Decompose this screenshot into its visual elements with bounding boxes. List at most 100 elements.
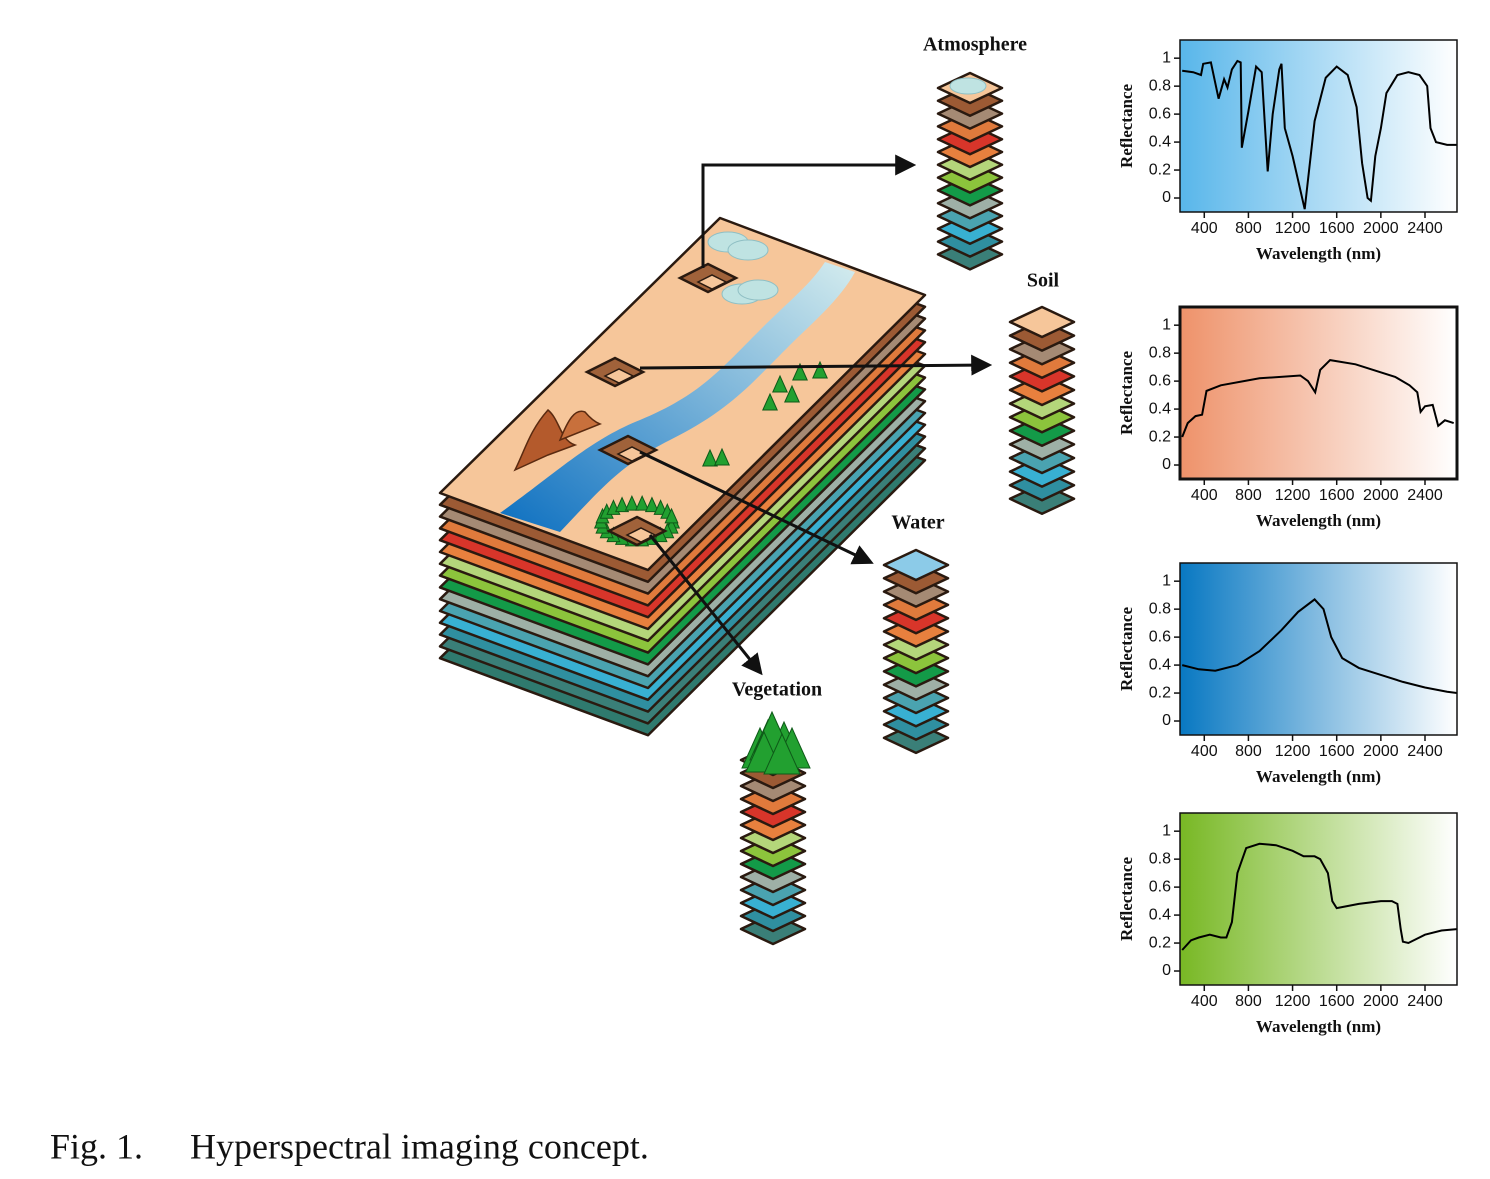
chart: 0 0.2 0.4 0.6 0.8 1 400 800 1200 1600 2000 2400 Wave… — [1117, 812, 1458, 1036]
y-tick-label: 0.4 — [1149, 133, 1171, 150]
y-tick-label: 0.2 — [1149, 428, 1171, 445]
tree — [762, 392, 778, 411]
x-tick-label: 400 — [1191, 487, 1218, 504]
plot-frame — [1179, 39, 1458, 213]
x-axis-label: Wavelength (nm) — [1256, 1017, 1381, 1036]
stack-label: Water — [891, 512, 944, 534]
cloud — [949, 77, 987, 95]
x-tick-label: 2000 — [1363, 487, 1399, 504]
arrows — [639, 154, 993, 676]
y-axis-label: Reflectance — [1117, 351, 1136, 435]
caption-text: Hyperspectral imaging concept. — [190, 1126, 649, 1166]
y-axis-label: Reflectance — [1117, 607, 1136, 691]
stack-label: Atmosphere — [923, 34, 1027, 56]
stack-label: Soil — [1027, 270, 1060, 292]
tree — [772, 374, 788, 393]
y-tick-label: 0.4 — [1149, 906, 1171, 923]
x-tick-label: 2400 — [1407, 743, 1443, 760]
chart: 0 0.2 0.4 0.6 0.8 1 400 800 1200 1600 2000 2400 Wave… — [1117, 562, 1458, 786]
y-tick-label: 1 — [1162, 572, 1171, 589]
hill — [558, 410, 603, 442]
x-tick-label: 800 — [1235, 993, 1262, 1010]
y-tick-label: 0.6 — [1149, 105, 1171, 122]
y-tick-label: 1 — [1162, 49, 1171, 66]
cloud — [737, 279, 779, 301]
x-axis-label: Wavelength (nm) — [1256, 244, 1381, 263]
x-tick-label: 800 — [1235, 743, 1262, 760]
tree — [763, 732, 801, 775]
y-axis-label: Reflectance — [1117, 857, 1136, 941]
spectrum-line — [1181, 842, 1457, 951]
caption-label: Fig. 1. — [50, 1126, 143, 1166]
tree — [812, 360, 828, 379]
river — [500, 262, 855, 532]
y-tick-label: 0.8 — [1149, 850, 1171, 867]
x-tick-label: 2000 — [1363, 220, 1399, 237]
tree — [714, 447, 730, 466]
arrow — [639, 450, 874, 565]
tree — [784, 384, 800, 403]
y-tick-label: 0.4 — [1149, 656, 1171, 673]
y-tick-label: 0 — [1162, 456, 1171, 473]
arrow — [648, 534, 763, 676]
tree — [653, 499, 668, 515]
layer-top — [882, 548, 950, 582]
x-tick-label: 1200 — [1275, 220, 1311, 237]
plot-frame — [1178, 305, 1459, 481]
x-tick-label: 400 — [1191, 220, 1218, 237]
y-tick-label: 0.6 — [1149, 878, 1171, 895]
plot-area — [1180, 563, 1457, 735]
plot-frame — [1179, 562, 1458, 736]
cloud — [727, 239, 769, 261]
arrow — [701, 154, 917, 268]
y-tick-label: 0.6 — [1149, 372, 1171, 389]
plot-frame — [1179, 812, 1458, 986]
y-tick-label: 0 — [1162, 712, 1171, 729]
x-tick-label: 1200 — [1275, 993, 1311, 1010]
x-tick-label: 1600 — [1319, 993, 1355, 1010]
y-tick-label: 0.4 — [1149, 400, 1171, 417]
x-tick-label: 1600 — [1319, 220, 1355, 237]
patch-inner — [625, 527, 657, 543]
y-tick-label: 0.8 — [1149, 344, 1171, 361]
y-tick-label: 0.8 — [1149, 77, 1171, 94]
x-tick-label: 2000 — [1363, 743, 1399, 760]
y-axis-label: Reflectance — [1117, 84, 1136, 168]
spectrum-line — [1181, 359, 1455, 438]
arrow — [639, 354, 993, 376]
hill — [513, 408, 578, 472]
tree — [624, 494, 639, 511]
chart: 0 0.2 0.4 0.6 0.8 1 400 800 1200 1600 2000 2400 Wave… — [1117, 39, 1458, 263]
plot-area — [1180, 307, 1457, 479]
y-tick-label: 1 — [1162, 316, 1171, 333]
x-tick-label: 2400 — [1407, 220, 1443, 237]
x-tick-label: 800 — [1235, 487, 1262, 504]
y-tick-label: 1 — [1162, 822, 1171, 839]
spectrum-line — [1182, 59, 1457, 210]
x-tick-label: 2400 — [1407, 993, 1443, 1010]
x-tick-label: 400 — [1191, 993, 1218, 1010]
y-tick-label: 0.2 — [1149, 161, 1171, 178]
plot-area — [1180, 40, 1457, 212]
chart: 0 0.2 0.4 0.6 0.8 1 400 800 1200 1600 2000 2400 Wave… — [1117, 305, 1459, 530]
tree — [792, 362, 808, 381]
x-axis-label: Wavelength (nm) — [1256, 767, 1381, 786]
patch-inner — [603, 368, 635, 384]
diagram — [438, 71, 1076, 946]
x-tick-label: 1200 — [1275, 487, 1311, 504]
x-tick-label: 400 — [1191, 743, 1218, 760]
x-axis-label: Wavelength (nm) — [1256, 511, 1381, 530]
charts: 0 0.2 0.4 0.6 0.8 1 400 800 1200 1600 2000 2400 Wave… — [1117, 39, 1459, 1036]
y-tick-label: 0 — [1162, 962, 1171, 979]
x-tick-label: 1600 — [1319, 487, 1355, 504]
y-tick-label: 0.8 — [1149, 600, 1171, 617]
x-tick-label: 1200 — [1275, 743, 1311, 760]
y-tick-label: 0 — [1162, 189, 1171, 206]
y-tick-label: 0.2 — [1149, 934, 1171, 951]
tree — [635, 494, 650, 511]
x-tick-label: 1600 — [1319, 743, 1355, 760]
x-tick-label: 2000 — [1363, 993, 1399, 1010]
y-tick-label: 0.2 — [1149, 684, 1171, 701]
spectrum-line — [1181, 598, 1457, 694]
